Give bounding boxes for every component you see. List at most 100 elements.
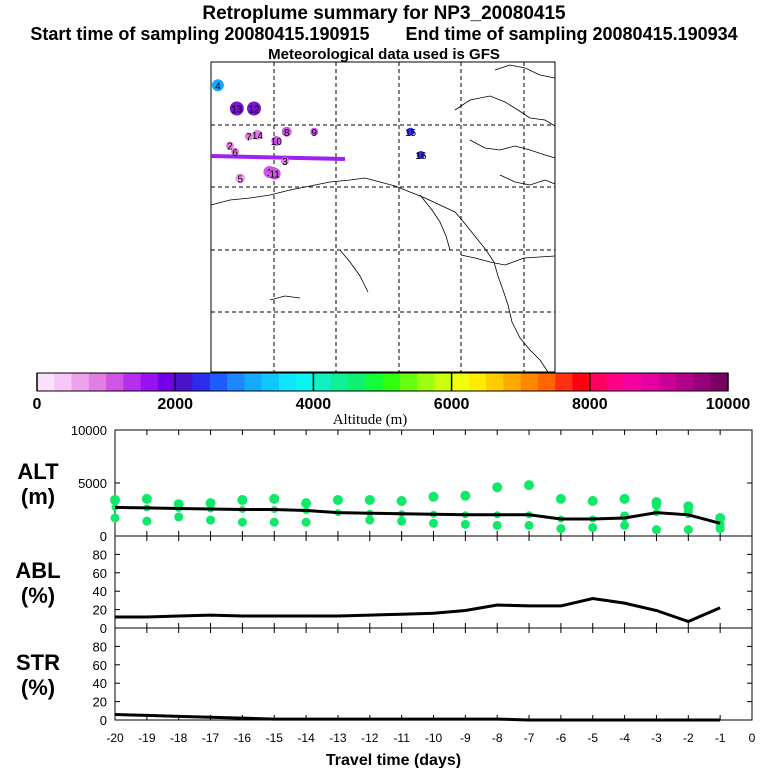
- alt-point: [683, 525, 693, 535]
- colorbar-cell: [710, 373, 729, 391]
- panel-alt: 0 5000 10000 ALT(m): [17, 423, 753, 544]
- colorbar-cell: [278, 373, 297, 391]
- colorbar-cell: [693, 373, 712, 391]
- map-frame: [210, 61, 556, 373]
- colorbar-cell: [157, 373, 176, 391]
- alt-point: [460, 490, 471, 501]
- panel-ylabel: ABL: [15, 558, 60, 583]
- alt-point: [397, 516, 407, 526]
- series-line-str: [114, 712, 721, 722]
- colorbar-cell: [106, 373, 124, 391]
- alt-point: [524, 520, 534, 530]
- panel-frame: [114, 627, 753, 721]
- map-point: [247, 101, 261, 116]
- colorbar-cell: [140, 373, 159, 391]
- x-tick-label: -15: [266, 731, 284, 745]
- map-point-label: 7: [246, 132, 252, 143]
- alt-point: [301, 498, 312, 509]
- coastline: [210, 64, 556, 373]
- colorbar-cell: [520, 373, 539, 391]
- colorbar-ticks: 0 2000 4000 6000 8000 10000: [33, 373, 751, 413]
- colorbar-cell: [330, 373, 349, 391]
- alt-point: [110, 513, 120, 523]
- map-point-label: 14: [252, 131, 264, 142]
- panel-abl: 0 20 40 60 80 ABL(%): [15, 535, 753, 636]
- alt-point: [460, 519, 470, 529]
- alt-point: [492, 482, 503, 493]
- x-tick-label: 0: [749, 731, 756, 745]
- colorbar-tick-label: 10000: [706, 396, 751, 413]
- y-tick-label: 10000: [71, 423, 107, 438]
- colorbar-cell: [261, 373, 280, 391]
- x-tick-label: -11: [393, 731, 410, 745]
- altitude-colorbar: 0 2000 4000 6000 8000 10000 Altitude (m): [33, 372, 751, 428]
- time-series-panels: 0500010000ALT(m)020406080ABL(%)020406080…: [15, 423, 755, 768]
- y-tick-label: 0: [100, 713, 107, 728]
- alt-point: [651, 525, 661, 535]
- map-point: [229, 101, 244, 116]
- x-tick-label: -5: [587, 731, 598, 745]
- x-tick-label: -2: [683, 731, 694, 745]
- colorbar-cell: [88, 373, 107, 391]
- alt-point: [237, 517, 247, 527]
- alt-point: [588, 523, 598, 533]
- x-axis-label: Travel time (days): [326, 752, 461, 768]
- colorbar-cell: [365, 373, 383, 391]
- colorbar-cell: [451, 373, 470, 391]
- alt-point: [141, 493, 152, 504]
- x-tick-label: -4: [619, 731, 630, 745]
- y-tick-label: 5000: [78, 476, 107, 491]
- alt-point: [365, 515, 375, 525]
- y-tick-label: 60: [93, 658, 107, 673]
- colorbar-cell: [589, 373, 608, 391]
- panel-ylabel-unit: (m): [21, 484, 55, 509]
- alt-point: [492, 520, 502, 530]
- map-point-label: 5: [237, 174, 243, 185]
- alt-point: [429, 518, 438, 528]
- alt-point: [396, 496, 407, 507]
- map-point-label: 9: [311, 128, 317, 139]
- colorbar-cell: [175, 373, 193, 391]
- alt-point: [110, 494, 120, 505]
- y-tick-label: 0: [100, 621, 107, 636]
- alt-point: [174, 512, 184, 522]
- plume-trajectory-line: [210, 154, 346, 161]
- x-tick-label: -19: [138, 731, 156, 745]
- chart-title: Retroplume summary for NP3_20080415: [202, 3, 566, 24]
- x-tick-label: -6: [556, 731, 567, 745]
- map-point-label: 4: [215, 81, 221, 92]
- colorbar-tick-label: 6000: [434, 396, 470, 413]
- map-point: [244, 132, 253, 141]
- alt-point: [205, 498, 216, 509]
- alt-point: [428, 491, 439, 502]
- panel-ylabel: STR: [16, 650, 60, 675]
- y-tick-label: 60: [93, 566, 107, 581]
- map-point-label: 12: [248, 105, 260, 116]
- colorbar-tick-label: 2000: [157, 396, 193, 413]
- map-point-label: 2: [227, 142, 233, 153]
- map-point: [225, 141, 234, 150]
- colorbar-cell: [503, 373, 522, 391]
- colorbar-cell: [227, 373, 245, 391]
- colorbar-cell: [244, 373, 263, 391]
- y-tick-label: 20: [93, 695, 107, 710]
- map-point: [271, 136, 282, 147]
- x-tick-label: -16: [234, 731, 252, 745]
- map-point-label: 11: [269, 170, 280, 181]
- map-point-label: 15: [405, 128, 417, 139]
- x-tick-label: -13: [329, 731, 347, 745]
- panel-ylabel: ALT: [17, 459, 59, 484]
- colorbar-label: Altitude (m): [333, 412, 408, 428]
- colorbar-cell: [417, 373, 435, 391]
- x-tick-label: -3: [651, 731, 662, 745]
- alt-median-line: [114, 505, 721, 525]
- map-point-label: 3: [282, 157, 288, 168]
- alt-point: [524, 480, 535, 491]
- colorbar-cell: [296, 373, 314, 391]
- alt-point: [556, 524, 566, 534]
- x-tick-label: -20: [106, 731, 124, 745]
- map-points: 41312891471026311151516: [211, 79, 427, 185]
- map-point: [211, 79, 224, 92]
- colorbar-tick-label: 8000: [572, 396, 608, 413]
